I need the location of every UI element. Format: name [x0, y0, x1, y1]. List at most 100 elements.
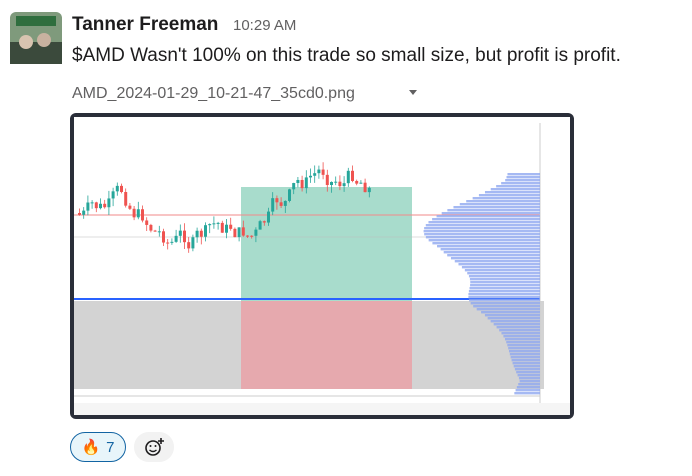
image-detail [359, 182, 363, 184]
image-detail [208, 224, 212, 226]
image-detail [425, 236, 540, 239]
image-detail [516, 386, 540, 389]
image-detail [351, 170, 354, 181]
image-detail [450, 257, 540, 260]
image-detail [334, 181, 338, 183]
image-detail [425, 224, 540, 227]
image-detail [443, 251, 540, 254]
image-detail [94, 202, 98, 209]
image-detail [504, 338, 540, 341]
image-detail [153, 230, 157, 232]
image-detail [141, 209, 144, 221]
image-detail [279, 202, 283, 206]
image-detail [428, 239, 540, 242]
image-detail [300, 179, 304, 189]
image-detail [510, 356, 540, 359]
image-detail [304, 177, 308, 189]
image-detail [468, 293, 540, 296]
image-detail [330, 181, 333, 186]
image-detail [162, 231, 165, 243]
reaction-count: 7 [106, 438, 115, 456]
image-detail [501, 332, 540, 335]
image-detail [120, 185, 123, 193]
image-detail [428, 221, 540, 224]
image-detail [461, 266, 540, 269]
image-detail [476, 308, 540, 311]
image-detail [292, 183, 296, 190]
image-detail [124, 192, 128, 206]
image-detail [469, 278, 540, 281]
image-detail [220, 222, 224, 233]
image-detail [514, 392, 540, 395]
image-detail [509, 353, 540, 356]
image-detail [473, 305, 540, 308]
image-detail [447, 209, 540, 212]
image-detail [275, 198, 279, 203]
image-detail [174, 235, 178, 242]
image-detail [229, 224, 233, 229]
image-detail [424, 233, 540, 236]
image-detail [437, 245, 540, 248]
author-name[interactable]: Tanner Freeman [72, 14, 219, 35]
image-detail [367, 187, 371, 193]
image-detail [90, 202, 94, 204]
image-detail [288, 189, 291, 201]
image-detail [508, 347, 540, 350]
image-detail [468, 296, 540, 299]
image-detail [447, 254, 540, 257]
image-detail [258, 221, 262, 230]
image-detail [518, 383, 540, 386]
image-detail [469, 299, 540, 302]
image-detail [355, 180, 359, 184]
image-detail [246, 235, 249, 237]
image-detail [128, 205, 132, 209]
image-detail [490, 320, 540, 323]
image-detail [517, 374, 540, 377]
image-detail [321, 169, 325, 175]
image-detail [283, 200, 287, 206]
attachment-menu[interactable] [409, 90, 417, 95]
attachment-name[interactable]: AMD_2024-01-29_10-21-47_35cd0.png [72, 85, 355, 102]
image-detail [145, 220, 149, 225]
image-detail [346, 170, 350, 184]
image-detail [338, 181, 342, 187]
image-detail [432, 242, 540, 245]
image-detail [317, 169, 321, 174]
image-detail [250, 235, 254, 237]
image-detail [503, 335, 540, 338]
reaction[interactable]: 🔥 7 [70, 432, 126, 462]
image-detail [170, 241, 174, 243]
image-detail [468, 290, 540, 293]
attachment-image[interactable] [70, 113, 574, 419]
avatar[interactable] [10, 12, 62, 64]
image-detail [271, 198, 275, 212]
reaction-emoji: 🔥 [81, 439, 101, 456]
image-detail [183, 230, 186, 243]
image-detail [470, 281, 540, 284]
image-detail [469, 287, 540, 290]
image-detail [453, 206, 540, 209]
image-detail [132, 208, 136, 218]
image-detail [519, 380, 540, 383]
image-detail [515, 389, 540, 392]
image-detail [481, 311, 540, 314]
image-detail [484, 191, 540, 194]
image-detail [506, 176, 540, 179]
add-reaction[interactable] [134, 432, 174, 462]
image-detail [342, 183, 346, 187]
message-text: $AMD Wasn't 100% on this trade so small … [72, 45, 621, 66]
image-detail [440, 248, 540, 251]
image-detail [507, 173, 540, 176]
image-detail [225, 224, 228, 233]
image-detail [513, 365, 540, 368]
timestamp[interactable]: 10:29 AM [233, 17, 297, 34]
image-detail [466, 200, 540, 203]
image-detail [454, 260, 540, 263]
image-detail [458, 263, 540, 266]
image-detail [424, 227, 540, 230]
image-detail [432, 218, 540, 221]
image-detail [237, 227, 241, 238]
image-detail [499, 329, 540, 332]
image-detail [441, 212, 540, 215]
